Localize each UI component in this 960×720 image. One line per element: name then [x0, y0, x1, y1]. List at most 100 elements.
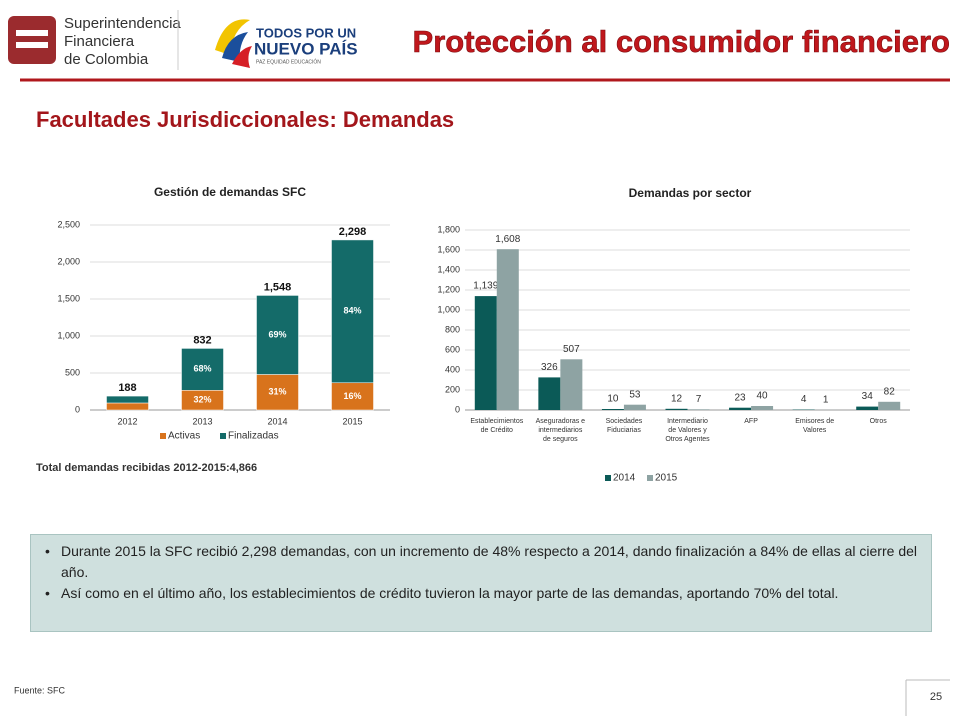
legend-label: Activas: [168, 431, 200, 442]
y-tick-label: 1,400: [437, 264, 460, 274]
value-label: 7: [696, 394, 702, 405]
slide-title: Protección al consumidor financiero: [413, 24, 950, 59]
x-tick-label: 2012: [117, 416, 137, 426]
bar: [878, 401, 901, 410]
bar: [601, 409, 624, 410]
legend-swatch: [605, 475, 611, 481]
chart-title: Gestión de demandas SFC: [154, 185, 306, 199]
bullet: Durante 2015 la SFC recibió 2,298 demand…: [45, 541, 917, 583]
bar-segment: [181, 348, 224, 391]
value-label: 82: [884, 386, 896, 397]
share-label: 84%: [343, 306, 361, 316]
value-label: 34: [862, 391, 874, 402]
x-tick-label: Otros: [870, 418, 888, 425]
bar: [496, 249, 519, 410]
value-label: 1,608: [495, 234, 520, 245]
bar: [538, 377, 561, 410]
x-tick-label: 2014: [267, 416, 287, 426]
logo-text: de Colombia: [64, 51, 149, 68]
y-tick-label: 1,000: [437, 304, 460, 314]
logo-mark: [8, 16, 56, 64]
x-tick-label: Emisores de Valores: [795, 418, 834, 434]
value-label: 12: [671, 393, 683, 404]
bar: [665, 408, 688, 410]
logo-shape: [222, 32, 248, 62]
logo-shape: [215, 19, 250, 55]
y-tick-label: 800: [445, 324, 460, 334]
total-label: 2,298: [339, 226, 367, 238]
bar: [560, 359, 583, 410]
logo-text: PAZ EQUIDAD EDUCACIÓN: [256, 58, 321, 65]
value-label: 4: [801, 394, 807, 405]
subtitle: Facultades Jurisdiccionales: Demandas: [36, 107, 454, 132]
legend-label: 2014: [613, 473, 636, 484]
value-label: 10: [607, 394, 619, 405]
bullet: Así como en el último año, los estableci…: [45, 583, 917, 604]
logo-text: Financiera: [64, 33, 135, 50]
legend-label: Finalizadas: [228, 431, 279, 442]
y-tick-label: 0: [75, 404, 80, 414]
x-tick-label: AFP: [744, 418, 758, 425]
logo-stripe: [16, 42, 48, 48]
page-number: 25: [930, 691, 942, 703]
logo-text: NUEVO PAÍS: [254, 39, 358, 58]
x-tick-label: 2013: [192, 416, 212, 426]
value-label: 326: [541, 362, 558, 373]
legend-label: 2015: [655, 473, 678, 484]
chart-note: Total demandas recibidas 2012-2015:4,866: [36, 462, 257, 474]
bar-segment: [256, 374, 299, 411]
logo-text: TODOS POR UN: [256, 25, 356, 40]
y-tick-label: 1,000: [57, 330, 80, 340]
logo-stripe: [16, 30, 48, 36]
legend-swatch: [220, 433, 226, 439]
total-label: 1,548: [264, 281, 292, 293]
bar-segment: [106, 395, 149, 404]
share-label: 32%: [193, 395, 211, 405]
share-label: 16%: [343, 391, 361, 401]
y-tick-label: 1,800: [437, 224, 460, 234]
bullet-box: Durante 2015 la SFC recibió 2,298 demand…: [30, 534, 932, 632]
chart-title: Demandas por sector: [629, 186, 752, 200]
total-label: 188: [118, 382, 136, 394]
bar-segment: [256, 295, 299, 375]
bar: [729, 407, 752, 410]
y-tick-label: 400: [445, 364, 460, 374]
y-tick-label: 200: [445, 384, 460, 394]
bar: [856, 406, 879, 410]
value-label: 1: [823, 395, 829, 406]
bar: [623, 404, 646, 410]
y-tick-label: 600: [445, 344, 460, 354]
value-label: 40: [757, 391, 769, 402]
y-tick-label: 1,200: [437, 284, 460, 294]
value-label: 1,139: [473, 281, 498, 292]
y-tick-label: 0: [455, 404, 460, 414]
share-label: 68%: [193, 364, 211, 374]
value-label: 23: [735, 392, 747, 403]
x-tick-label: Intermediario de Valores y Otros Agentes: [665, 418, 710, 443]
source: Fuente: SFC: [14, 685, 66, 695]
bar: [687, 409, 710, 410]
bar: [474, 296, 497, 410]
bar: [751, 406, 774, 410]
y-tick-label: 1,500: [57, 293, 80, 303]
x-tick-label: Establecimientos de Crédito: [470, 418, 523, 434]
bar-segment: [106, 402, 149, 411]
legend-swatch: [160, 433, 166, 439]
x-tick-label: Aseguradoras e intermediarios de seguros: [536, 418, 586, 443]
logo-shape: [232, 46, 252, 68]
share-label: 69%: [268, 329, 286, 339]
y-tick-label: 1,600: [437, 244, 460, 254]
value-label: 507: [563, 344, 580, 355]
y-tick-label: 500: [65, 367, 80, 377]
value-label: 53: [629, 389, 641, 400]
bar-segment: [331, 239, 374, 384]
logo-text: Superintendencia: [64, 15, 181, 32]
share-label: 31%: [268, 387, 286, 397]
legend-swatch: [647, 475, 653, 481]
y-tick-label: 2,500: [57, 219, 80, 229]
y-tick-label: 2,000: [57, 256, 80, 266]
x-tick-label: Sociedades Fiduciarias: [606, 418, 643, 434]
